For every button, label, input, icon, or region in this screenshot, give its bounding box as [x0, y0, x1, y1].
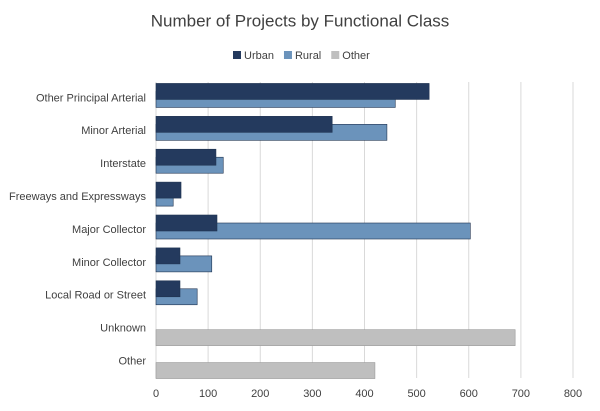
y-tick-label: Freeways and Expressways — [9, 191, 146, 203]
bar — [155, 362, 376, 379]
y-tick-label: Unknown — [100, 323, 146, 335]
bar — [155, 329, 516, 346]
x-tick-label: 0 — [153, 388, 159, 400]
bar — [155, 247, 181, 265]
bar — [155, 214, 218, 232]
legend-label: Rural — [295, 50, 321, 62]
x-tick-label: 300 — [303, 388, 321, 400]
bar — [155, 148, 217, 166]
x-tick-label: 100 — [199, 388, 217, 400]
y-tick-label: Other Principal Arterial — [36, 92, 146, 104]
x-tick-label: 600 — [460, 388, 478, 400]
x-tick-label: 700 — [512, 388, 530, 400]
x-tick-label: 400 — [355, 388, 373, 400]
bar — [155, 83, 430, 100]
bar — [155, 181, 182, 199]
y-tick-label: Minor Collector — [72, 257, 146, 269]
legend-swatch — [283, 51, 292, 59]
legend-swatch — [331, 51, 340, 59]
y-tick-label: Other — [118, 355, 146, 367]
y-tick-label: Minor Arterial — [81, 125, 146, 137]
y-tick-label: Major Collector — [72, 224, 146, 236]
y-tick-label: Interstate — [100, 158, 146, 170]
legend-label: Urban — [244, 50, 274, 62]
legend-label: Other — [342, 50, 370, 62]
legend-swatch — [233, 51, 241, 59]
bar — [155, 116, 333, 133]
x-tick-label: 800 — [564, 388, 582, 400]
chart-title: Number of Projects by Functional Class — [151, 11, 450, 30]
bar — [155, 280, 181, 298]
y-tick-label: Local Road or Street — [45, 290, 146, 302]
x-tick-label: 500 — [407, 388, 425, 400]
x-tick-label: 200 — [251, 388, 269, 400]
